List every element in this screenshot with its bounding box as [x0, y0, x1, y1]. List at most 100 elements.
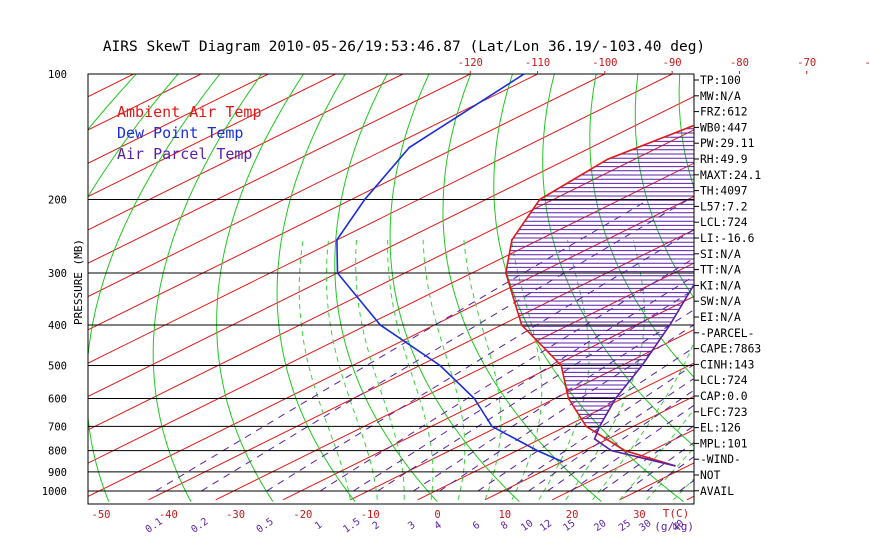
stat-label: TP:100 — [700, 74, 741, 87]
mixing-ratio-tick-label: 1.5 — [341, 516, 362, 535]
stat-label: SI:N/A — [700, 248, 741, 261]
bottom-temp-tick-label: 20 — [566, 509, 579, 521]
mixing-unit-label: (g/kg) — [654, 520, 694, 533]
dry-adiabat-line — [589, 74, 694, 379]
side-stats: TP:100 MW:N/A FRZ:612 WB0:447 PW:29.11 RH:49.… — [694, 74, 761, 498]
ambient-air-temp-point — [623, 449, 626, 452]
stat-label: CINH:143 — [700, 358, 754, 371]
stat-label: KI:N/A — [700, 279, 741, 292]
isotherm-line — [215, 262, 694, 501]
mixing-ratio-tick-label: 1 — [313, 520, 324, 532]
moist-adiabat-line — [510, 239, 543, 501]
stat-label: MPL:101 — [700, 437, 748, 450]
dew-point-temp-point — [523, 74, 525, 75]
stat-label: L57:7.2 — [700, 200, 748, 213]
legend: Ambient Air Temp Dew Point Temp Air Parcel… — [117, 103, 262, 163]
legend-item-label: Dew Point Temp — [117, 124, 243, 142]
mixing-ratio-line — [547, 389, 694, 492]
isotherm-line — [88, 74, 134, 98]
ambient-air-temp-series — [504, 124, 694, 467]
pressure-tick-label: 500 — [48, 360, 67, 372]
dry-adiabat-line — [844, 55, 870, 502]
ambient-air-temp-point — [606, 158, 609, 161]
mixing-ratio-tick-label: 4 — [433, 520, 444, 532]
top-temp-tick-label: -120 — [458, 57, 483, 69]
bottom-temp-tick-label: 30 — [633, 509, 646, 521]
stat-label: TT:N/A — [700, 264, 741, 277]
pressure-tick-label: 300 — [48, 268, 67, 280]
legend-item-label: Air Parcel Temp — [117, 145, 252, 163]
bottom-temp-tick-label: -50 — [92, 509, 111, 521]
mixing-ratio-line — [626, 441, 694, 492]
top-temp-tick-label: -100 — [592, 57, 617, 69]
mixing-ratio-tick-label: 20 — [592, 518, 608, 534]
dew-point-temp-point — [561, 460, 564, 463]
stat-label: FRZ:612 — [700, 106, 748, 119]
mixing-ratio-tick-label: 25 — [617, 518, 633, 534]
mixing-ratio-line — [646, 456, 694, 492]
air-parcel-temp-point — [799, 73, 801, 75]
dry-adiabat-line — [334, 74, 438, 502]
pressure-tick-label: 700 — [48, 421, 67, 433]
ambient-air-temp-point — [567, 397, 570, 400]
pressure-tick-label: 800 — [48, 446, 67, 458]
mixing-ratio-tick-label: 2 — [371, 520, 382, 532]
ambient-air-temp-point — [538, 198, 541, 201]
mixing-ratio-line — [155, 199, 650, 492]
stat-label: LCL:724 — [700, 374, 748, 387]
isotherm-line — [350, 329, 694, 501]
plot-frame — [87, 73, 695, 505]
air-parcel-temp-point — [593, 438, 596, 440]
top-temp-tick-label: -60 — [865, 57, 870, 69]
pressure-grid — [87, 73, 695, 505]
stat-label: LCL:724 — [700, 216, 748, 229]
top-temp-tick-label: -90 — [663, 57, 682, 69]
top-temp-tick-label: -110 — [525, 57, 550, 69]
dew-point-temp-point — [491, 425, 493, 428]
bottom-temp-tick-label: -20 — [293, 509, 312, 521]
mixing-ratio-tick-label: 6 — [471, 520, 482, 532]
stat-label: AVAIL — [700, 485, 734, 498]
chart-title: AIRS SkewT Diagram 2010-05-26/19:53:46.8… — [103, 39, 705, 55]
ambient-air-temp-point — [520, 324, 523, 326]
dry-adiabat-line — [634, 74, 694, 299]
dew-point-temp-point — [408, 146, 411, 149]
mixing-ratio-line — [528, 377, 694, 492]
moist-adiabat-line — [619, 408, 694, 501]
mixing-ratio-tick-label: 3 — [406, 520, 417, 532]
stat-label: WB0:447 — [700, 121, 748, 134]
dry-adiabat-line — [763, 55, 870, 502]
profile-series — [336, 73, 801, 467]
isotherm-line — [88, 74, 269, 164]
mixing-ratio-tick-label: 10 — [519, 518, 535, 534]
dry-adiabat-line — [803, 55, 870, 502]
stat-label: -WIND- — [700, 453, 741, 466]
stat-label: LFC:723 — [700, 406, 748, 419]
moist-adiabat-line — [592, 341, 694, 501]
pressure-tick-label: 400 — [48, 320, 67, 332]
dew-point-temp-point — [473, 397, 476, 400]
moist-adiabat-line — [565, 239, 645, 501]
stat-label: MW:N/A — [700, 90, 741, 103]
mixing-ratio-line — [570, 404, 694, 492]
isotherm-line — [88, 162, 694, 464]
stat-label: CAPE:7863 — [700, 343, 761, 356]
stat-label: MAXT:24.1 — [700, 169, 761, 182]
stat-label: TH:4097 — [700, 185, 748, 198]
dry-adiabat-line — [493, 74, 684, 502]
bottom-temp-tick-label: 0 — [434, 509, 440, 521]
isotherm-line — [88, 74, 673, 364]
mixing-ratio-tick-label: 8 — [499, 520, 510, 532]
mixing-ratio-tick-label: 0.5 — [255, 516, 276, 535]
isotherm-line — [88, 74, 606, 331]
stat-label: -PARCEL- — [700, 327, 754, 340]
pressure-tick-label: 900 — [48, 467, 67, 479]
air-parcel-temp-point — [755, 158, 757, 160]
dew-point-temp-point — [363, 198, 366, 201]
pressure-tick-label: 100 — [48, 69, 67, 81]
air-parcel-temp-point — [668, 324, 671, 326]
isotherm-line — [88, 74, 538, 298]
isotherm-line — [88, 95, 694, 398]
